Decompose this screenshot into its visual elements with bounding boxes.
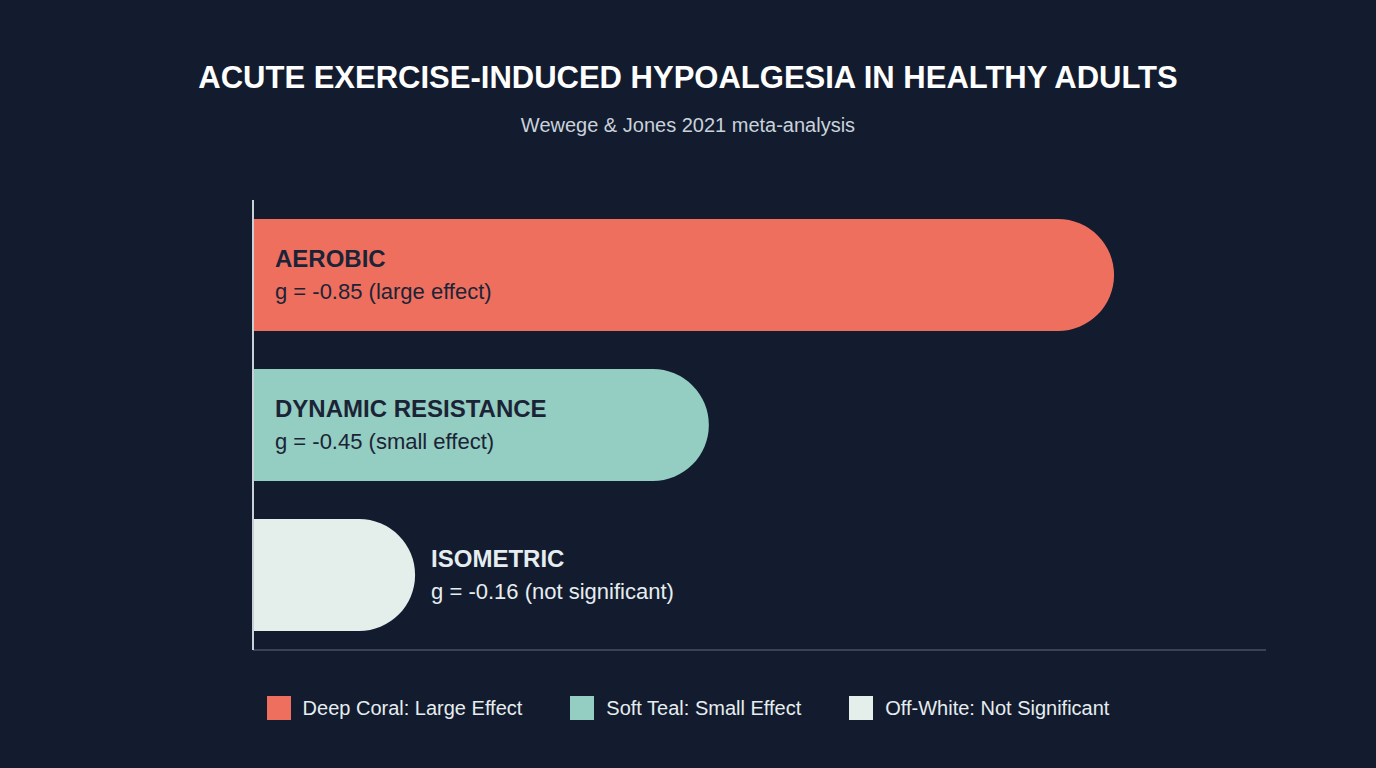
html-text:Wewege & Jones 2021 meta-analy: Wewege & Jones 2021 meta-analysis <box>520 114 856 136</box>
svg-text:g = -0.45 (small effect): g = -0.45 (small effect) <box>275 429 494 454</box>
svg-text:DYNAMIC RESISTANCE: DYNAMIC RESISTANCE <box>275 395 547 422</box>
html-text:Deep Coral: Large Effect: Deep Coral: Large Effect <box>302 696 523 719</box>
html-text:Soft Teal: Small Effect: Soft Teal: Small Effect <box>606 696 802 719</box>
svg-text:AEROBIC: AEROBIC <box>275 245 386 272</box>
svg-text:g = -0.85 (large effect): g = -0.85 (large effect) <box>275 279 492 304</box>
svg-text:g = -0.16 (not significant): g = -0.16 (not significant) <box>431 579 674 604</box>
svg-text:ISOMETRIC: ISOMETRIC <box>431 545 564 572</box>
html-text:Off-White: Not Significant: Off-White: Not Significant <box>885 696 1110 719</box>
html-text:ACUTE EXERCISE-INDUCED HYPOALG: ACUTE EXERCISE-INDUCED HYPOALGESIA IN HE… <box>198 60 1178 95</box>
